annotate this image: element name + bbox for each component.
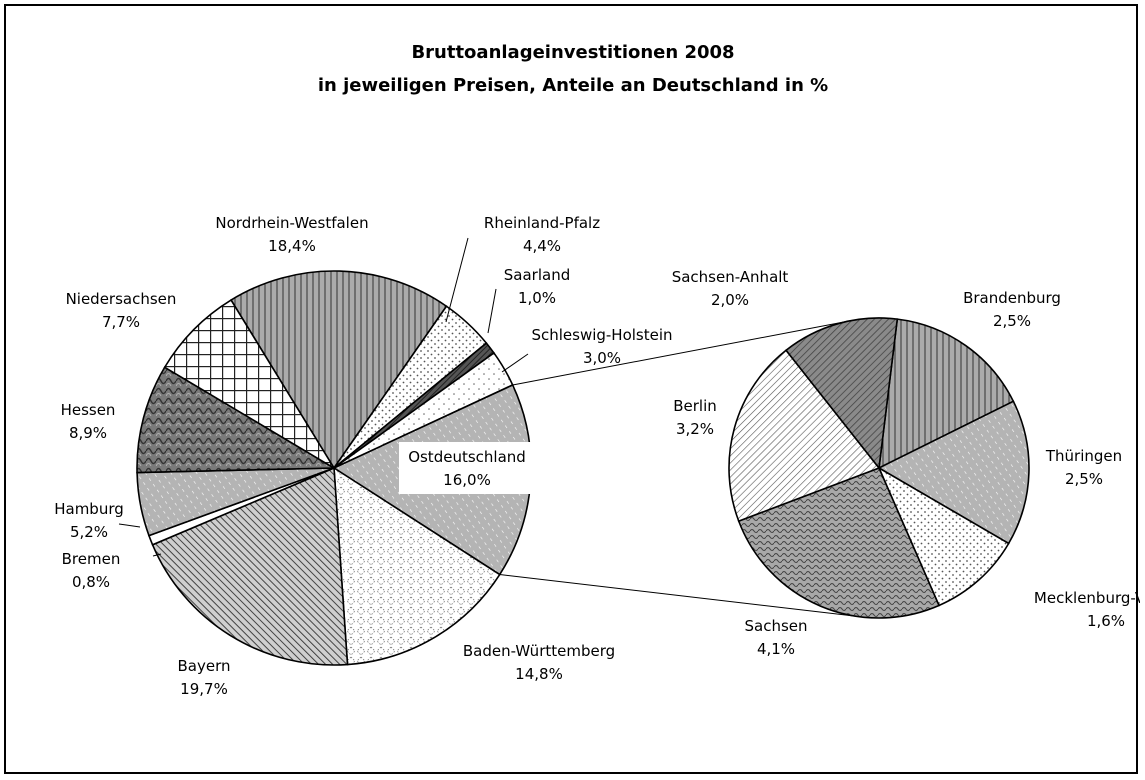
label-hamburg-name: Hamburg <box>54 500 124 518</box>
label-thuringen-name: Thüringen <box>1045 447 1122 465</box>
leader-line-saarland <box>487 288 497 334</box>
label-bremen-name: Bremen <box>62 550 121 568</box>
label-saarland-name: Saarland <box>504 266 570 284</box>
label-berlin-name: Berlin <box>673 397 717 415</box>
secondary-slice-thuringen <box>877 400 1030 545</box>
label-berlin-value: 3,2% <box>676 420 714 438</box>
leader-lines <box>118 237 529 557</box>
chart-frame: Bruttoanlageinvestitionen 2008 in jeweil… <box>4 4 1140 774</box>
breakout-connector-lines <box>499 319 866 618</box>
secondary-slice-sachsen-anhalt <box>784 317 899 471</box>
label-baden-wurttemberg-value: 14,8% <box>515 665 563 683</box>
label-nordrhein-westfalen-name: Nordrhein-Westfalen <box>215 214 368 232</box>
slice-labels: Nordrhein-Westfalen 18,4% Rheinland-Pfalz 4… <box>54 214 1140 698</box>
label-hessen-value: 8,9% <box>69 424 107 442</box>
leader-line-hamburg <box>118 523 141 528</box>
breakout-connector-bottom <box>499 574 866 618</box>
chart-subtitle: in jeweiligen Preisen, Anteile an Deutsc… <box>318 75 828 96</box>
label-brandenburg-name: Brandenburg <box>963 289 1061 307</box>
chart-svg: Bruttoanlageinvestitionen 2008 in jeweil… <box>54 42 1140 698</box>
label-nordrhein-westfalen-value: 18,4% <box>268 237 316 255</box>
secondary-slice-brandenburg <box>878 318 1015 470</box>
main-slice-niedersachsen <box>163 298 335 469</box>
label-baden-wurttemberg-name: Baden-Württemberg <box>463 642 615 660</box>
secondary-slice-berlin <box>728 349 881 523</box>
chart-title: Bruttoanlageinvestitionen 2008 <box>411 42 734 63</box>
label-bremen-value: 0,8% <box>72 573 110 591</box>
label-bayern-name: Bayern <box>178 657 231 675</box>
label-rheinland-pfalz-name: Rheinland-Pfalz <box>484 214 600 232</box>
label-sachsen-name: Sachsen <box>744 617 807 635</box>
label-brandenburg-value: 2,5% <box>993 312 1031 330</box>
breakout-connector-top <box>512 319 854 386</box>
secondary-slice-mecklenburg-vorpo <box>877 466 1010 607</box>
label-schleswig-holstein-value: 3,0% <box>583 349 621 367</box>
label-sachsen-anhalt-value: 2,0% <box>711 291 749 309</box>
label-bayern-value: 19,7% <box>180 680 228 698</box>
leader-line-rheinland-pfalz <box>445 237 469 323</box>
label-niedersachsen-value: 7,7% <box>102 313 140 331</box>
leader-line-schleswig-holstein <box>501 353 529 373</box>
label-niedersachsen-name: Niedersachsen <box>66 290 177 308</box>
secondary-slice-sachsen <box>737 466 941 619</box>
ostdeutschland-label-backdrop <box>399 442 535 494</box>
secondary-pie <box>728 317 1030 619</box>
main-slice-hessen <box>136 366 337 474</box>
label-ostdeutschland-name: Ostdeutschland <box>408 448 526 466</box>
label-sachsen-anhalt-name: Sachsen-Anhalt <box>672 268 789 286</box>
leader-line-bremen <box>152 553 162 557</box>
main-slice-bayern <box>151 466 349 666</box>
main-slice-baden-wurttemberg <box>333 466 501 666</box>
label-schleswig-holstein-name: Schleswig-Holstein <box>531 326 672 344</box>
label-hamburg-value: 5,2% <box>70 523 108 541</box>
label-hessen-name: Hessen <box>61 401 116 419</box>
label-mecklenburg-vorpo-value: 1,6% <box>1087 612 1125 630</box>
label-ostdeutschland-value: 16,0% <box>443 471 491 489</box>
label-saarland-value: 1,0% <box>518 289 556 307</box>
main-slice-nordrhein-westfalen <box>229 270 448 470</box>
label-rheinland-pfalz-value: 4,4% <box>523 237 561 255</box>
label-sachsen-value: 4,1% <box>757 640 795 658</box>
label-mecklenburg-vorpo-name: Mecklenburg-Vorpo <box>1034 589 1140 607</box>
label-thuringen-value: 2,5% <box>1065 470 1103 488</box>
